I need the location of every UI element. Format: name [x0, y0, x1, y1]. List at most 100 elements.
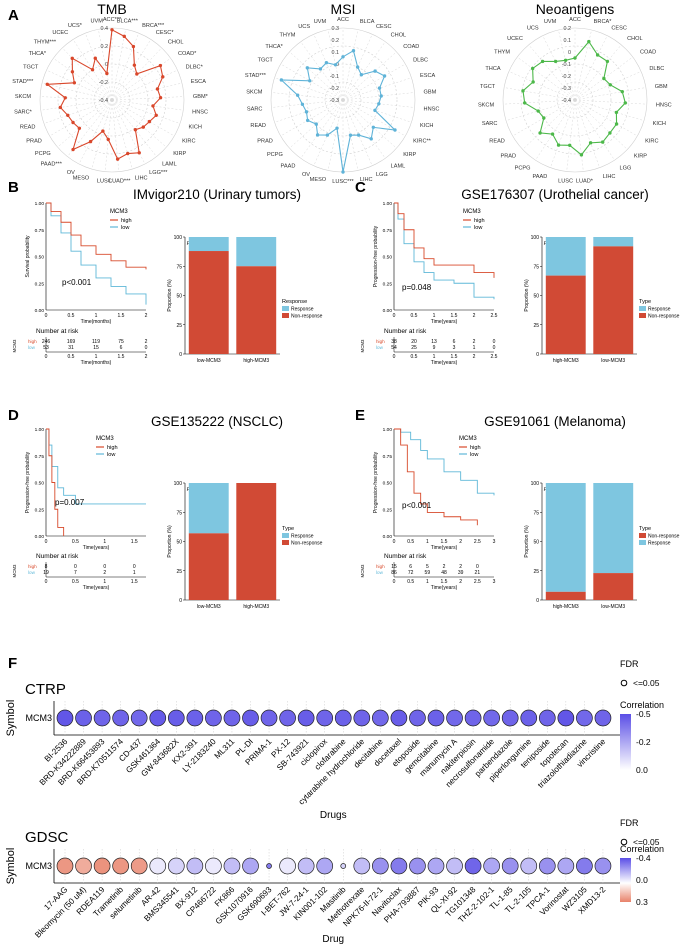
- radar-tick-label: -0.2: [99, 80, 108, 86]
- radar-category-label: KIRP: [403, 152, 416, 158]
- bar-legend-swatch: [282, 313, 289, 318]
- km-risk-group-label: MCM3: [360, 564, 365, 577]
- radar-category-label: KIRC: [645, 139, 658, 145]
- bar-segment-response: [593, 483, 634, 574]
- bar-category-label: low-MCM3: [601, 604, 625, 610]
- radar-category-label: PCPG: [515, 166, 531, 172]
- bar-y-tick-label: 100: [531, 481, 540, 487]
- km-risk-high-count: 0: [476, 564, 479, 570]
- km-gse176307: GSE176307 (Urothelial cancer) 0.00 0.25 0.5…: [360, 187, 649, 366]
- bar-segment-response: [236, 237, 277, 267]
- bar-legend-label: Non-response: [291, 541, 323, 547]
- radar-spoke: [342, 92, 415, 101]
- km-y-label: Progression-free probability: [373, 451, 379, 513]
- radar-category-label: COAD*: [178, 51, 197, 57]
- radar-category-label: COAD: [403, 44, 419, 50]
- km-legend-title: MCM3: [110, 209, 128, 215]
- bar-segment-nonresponse: [593, 573, 634, 600]
- bar-legend-swatch: [639, 313, 646, 318]
- km-y-tick: 0.00: [35, 534, 45, 540]
- radar-spoke: [574, 44, 622, 101]
- radar-category-label: PRAD: [257, 139, 273, 145]
- dot-drug-label: ML311: [213, 737, 237, 761]
- dot-point: [167, 709, 185, 727]
- radar-point: [379, 94, 383, 98]
- radar-category-label: LGG: [620, 166, 632, 172]
- dot-point: [130, 857, 148, 875]
- radar-point: [147, 119, 152, 124]
- radar-category-label: BLCA***: [117, 18, 139, 24]
- km-risk-high-count: 2: [459, 564, 462, 570]
- dot-row-label: MCM3: [26, 861, 53, 871]
- radar-category-label: PAAD: [532, 174, 547, 180]
- radar-spoke: [274, 77, 344, 101]
- km-risk-x-tick: 2: [459, 579, 462, 585]
- radar-point: [359, 73, 364, 77]
- dot-colorbar-title: Correlation: [620, 844, 664, 854]
- radar-category-label: STAD***: [12, 79, 34, 85]
- km-title: GSE91061 (Melanoma): [484, 414, 626, 429]
- bar-category-label: high-MCM3: [553, 358, 579, 364]
- dot-title: GDSC: [25, 829, 69, 846]
- km-legend-high: high: [121, 218, 132, 224]
- km-risk-x-label: Time(years): [431, 585, 458, 591]
- bar-legend-label: Non-response: [291, 314, 323, 320]
- km-y-label: Progression-free probability: [373, 225, 379, 287]
- km-risk-x-tick: 0: [45, 579, 48, 585]
- radar-spoke: [342, 99, 397, 149]
- km-risk-x-label: Time(months): [81, 360, 112, 366]
- km-risk-x-tick: 0.5: [68, 354, 75, 360]
- radar-category-label: SKCM: [246, 90, 263, 96]
- km-risk-x-tick: 0: [393, 354, 396, 360]
- km-risk-high-count: 6: [409, 564, 412, 570]
- dot-colorbar: [620, 714, 631, 770]
- dot-point: [260, 709, 278, 727]
- km-legend-high: high: [474, 218, 485, 224]
- radar-point: [542, 116, 546, 120]
- radar-series-line: [522, 40, 626, 156]
- radar-point: [77, 126, 82, 130]
- radar-spoke: [574, 87, 646, 101]
- radar-point: [58, 105, 63, 110]
- radar-spoke: [517, 56, 576, 101]
- radar-title: TMB: [97, 1, 127, 17]
- bar-y-tick-label: 0: [179, 352, 182, 358]
- radar-point: [369, 137, 373, 141]
- radar-category-label: HNSC: [192, 110, 208, 116]
- radar-spoke: [342, 99, 412, 123]
- dot-point: [297, 857, 315, 875]
- radar-tick-label: 0.2: [332, 38, 340, 44]
- dot-point: [427, 857, 445, 875]
- km-x-label: Time(years): [431, 319, 458, 325]
- km-x-tick: 1.5: [131, 539, 138, 545]
- dot-point: [483, 857, 500, 875]
- km-x-tick: 1.5: [451, 313, 458, 319]
- km-curve-low: [46, 202, 147, 305]
- bar-y-tick-label: 50: [533, 540, 539, 546]
- radar-category-label: CESC*: [156, 30, 175, 36]
- radar-spoke: [53, 58, 113, 101]
- radar-point: [137, 151, 141, 155]
- radar-category-label: MESO: [310, 177, 327, 183]
- km-x-tick: 0: [393, 313, 396, 319]
- km-risk-x-tick: 1: [433, 354, 436, 360]
- km-risk-low-count: 54: [391, 345, 397, 351]
- radar-spoke: [342, 29, 359, 101]
- km-pvalue: p=0.048: [402, 283, 432, 292]
- radar-spoke: [85, 33, 113, 101]
- radar-point: [133, 128, 138, 132]
- bar-legend-label: Response: [648, 541, 671, 547]
- radar-series-line: [45, 28, 164, 160]
- km-y-tick: 0.75: [35, 228, 45, 234]
- radar-category-label: THYM: [494, 50, 510, 56]
- radar-category-label: LIHC: [603, 174, 616, 180]
- km-risk-high-count: 20: [411, 339, 417, 345]
- radar-point: [45, 82, 49, 86]
- dot-x-label: Drug: [322, 934, 344, 945]
- radar-spoke: [574, 99, 615, 161]
